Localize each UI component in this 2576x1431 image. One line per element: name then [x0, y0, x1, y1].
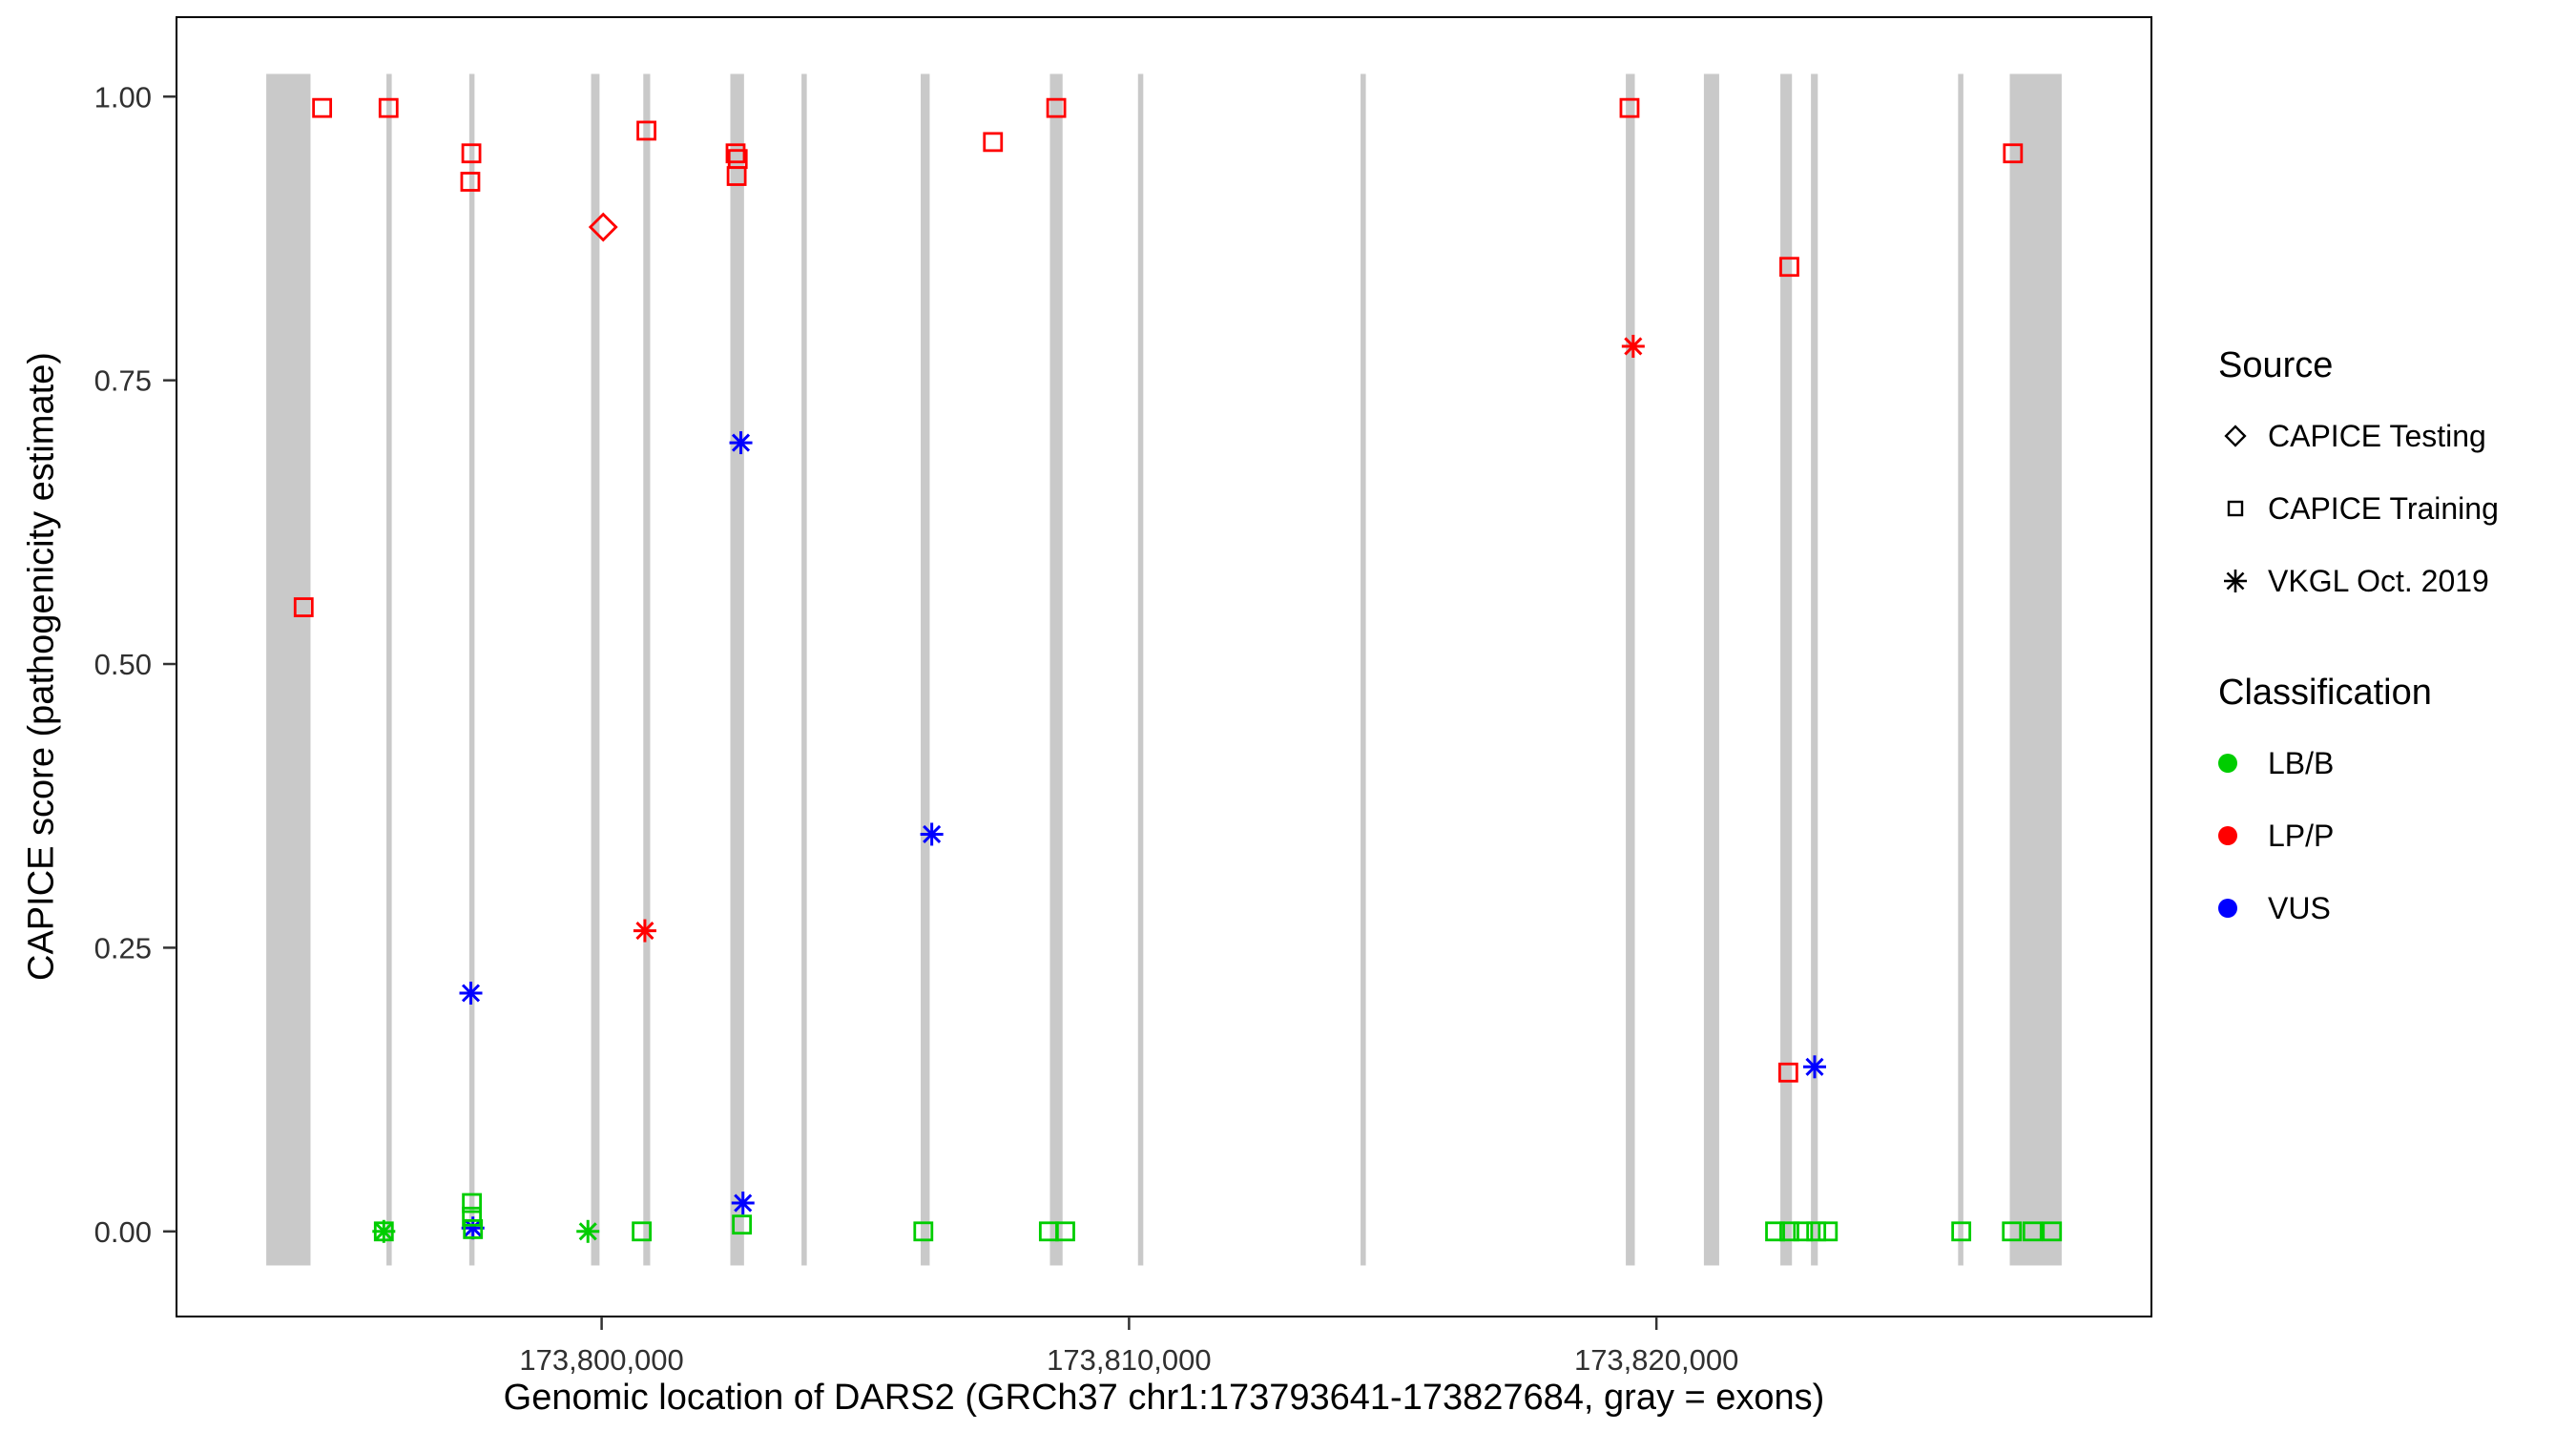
- data-point-asterisk: [923, 824, 942, 844]
- data-point-square: [632, 1221, 653, 1242]
- data-point-asterisk: [464, 1218, 483, 1237]
- data-point-square: [2042, 1221, 2063, 1242]
- y-axis-tick-label: 0.25: [94, 931, 152, 964]
- data-point-square: [2003, 143, 2024, 164]
- data-point-asterisk: [731, 433, 751, 452]
- data-point-square: [1818, 1221, 1839, 1242]
- legend-item-capice-training: CAPICE Training: [2218, 472, 2571, 545]
- y-axis-tick-label: 0.50: [94, 648, 152, 681]
- exon-bar: [801, 73, 807, 1266]
- green-dot-icon: [2218, 754, 2268, 773]
- legend-item-capice-testing: CAPICE Testing: [2218, 400, 2571, 472]
- legend-item-label: LB/B: [2268, 745, 2335, 780]
- data-point-square: [2022, 1221, 2043, 1242]
- legend-item-vkgl: VKGL Oct. 2019: [2218, 545, 2571, 617]
- exon-bar: [1626, 73, 1635, 1266]
- legend-classification-title: Classification: [2218, 673, 2432, 713]
- data-point-square: [462, 1206, 483, 1227]
- legend: Source CAPICE Testing CAPICE Training: [2218, 345, 2571, 944]
- exon-bar: [1049, 73, 1063, 1266]
- exon-bar: [591, 73, 600, 1266]
- x-axis-tick-label: 173,820,000: [1574, 1343, 1738, 1377]
- data-point-square: [1806, 1221, 1827, 1242]
- legend-item-label: CAPICE Testing: [2268, 418, 2486, 453]
- data-point-square: [1046, 97, 1067, 118]
- data-point-square: [462, 1192, 483, 1213]
- exon-bar: [921, 73, 930, 1266]
- data-point-square: [1779, 1221, 1799, 1242]
- y-axis-title: CAPICE score (pathogenicity estimate): [21, 352, 62, 982]
- exon-bar: [266, 73, 311, 1266]
- asterisk-icon: [2218, 564, 2268, 598]
- exon-bar: [643, 73, 651, 1266]
- red-dot-icon: [2218, 826, 2268, 845]
- legend-item-label: LP/P: [2268, 818, 2335, 853]
- x-axis-tick-label: 173,800,000: [519, 1343, 683, 1377]
- panel-border: [176, 16, 2152, 1317]
- exon-bar: [468, 73, 475, 1266]
- legend-item-vus: VUS: [2218, 872, 2571, 944]
- data-point-square: [293, 597, 314, 617]
- legend-source-title: Source: [2218, 345, 2334, 385]
- data-point-square: [913, 1221, 934, 1242]
- data-point-square: [1779, 257, 1799, 278]
- data-point-square: [732, 1214, 753, 1235]
- data-point-square: [463, 1219, 484, 1239]
- exon-bar: [1811, 73, 1818, 1266]
- data-point-asterisk: [374, 1222, 393, 1241]
- data-point-square: [725, 143, 746, 164]
- square-icon: [2218, 491, 2268, 526]
- legend-item-label: CAPICE Training: [2268, 490, 2499, 526]
- exon-bar: [730, 73, 744, 1266]
- legend-item-lbb: LB/B: [2218, 727, 2571, 799]
- data-point-square: [1793, 1221, 1814, 1242]
- data-point-asterisk: [461, 984, 481, 1003]
- data-point-asterisk: [578, 1222, 597, 1241]
- exon-bar: [1137, 73, 1144, 1266]
- legend-source-group: Source CAPICE Testing CAPICE Training: [2218, 345, 2571, 617]
- data-point-square: [1765, 1221, 1785, 1242]
- data-point-square: [1951, 1221, 1972, 1242]
- diamond-icon: [2218, 419, 2268, 453]
- y-axis-tick-label: 1.00: [94, 80, 152, 114]
- legend-item-lpp: LP/P: [2218, 799, 2571, 872]
- exon-bar: [1703, 73, 1719, 1266]
- exon-bar: [1361, 73, 1366, 1266]
- data-point-asterisk: [635, 922, 654, 941]
- data-point-square: [726, 166, 747, 186]
- x-axis-title: Genomic location of DARS2 (GRCh37 chr1:1…: [503, 1378, 1825, 1418]
- data-point-square: [1619, 97, 1640, 118]
- y-axis-tick-label: 0.00: [94, 1215, 152, 1249]
- x-axis-tick-label: 173,810,000: [1047, 1343, 1211, 1377]
- data-point-square: [1777, 1062, 1798, 1083]
- data-point-square: [1055, 1221, 1075, 1242]
- exon-bar: [1958, 73, 1963, 1266]
- exon-bar: [2009, 73, 2062, 1266]
- legend-classification-group: Classification LB/B LP/P VUS: [2218, 673, 2571, 944]
- data-point-square: [461, 143, 482, 164]
- y-axis-tick-label: 0.75: [94, 364, 152, 398]
- data-point-asterisk: [734, 1193, 753, 1213]
- data-point-asterisk: [1805, 1057, 1824, 1076]
- exon-bar: [1780, 73, 1793, 1266]
- legend-item-label: VUS: [2268, 890, 2331, 925]
- blue-dot-icon: [2218, 899, 2268, 918]
- data-point-square: [2002, 1221, 2023, 1242]
- data-point-square: [312, 97, 333, 118]
- data-point-square: [983, 132, 1004, 153]
- data-point-square: [378, 97, 399, 118]
- data-point-diamond: [588, 212, 618, 242]
- exon-bar: [386, 73, 392, 1266]
- data-point-asterisk: [1624, 337, 1643, 356]
- data-point-square: [460, 172, 481, 192]
- legend-item-label: VKGL Oct. 2019: [2268, 563, 2489, 598]
- data-point-square: [636, 120, 656, 141]
